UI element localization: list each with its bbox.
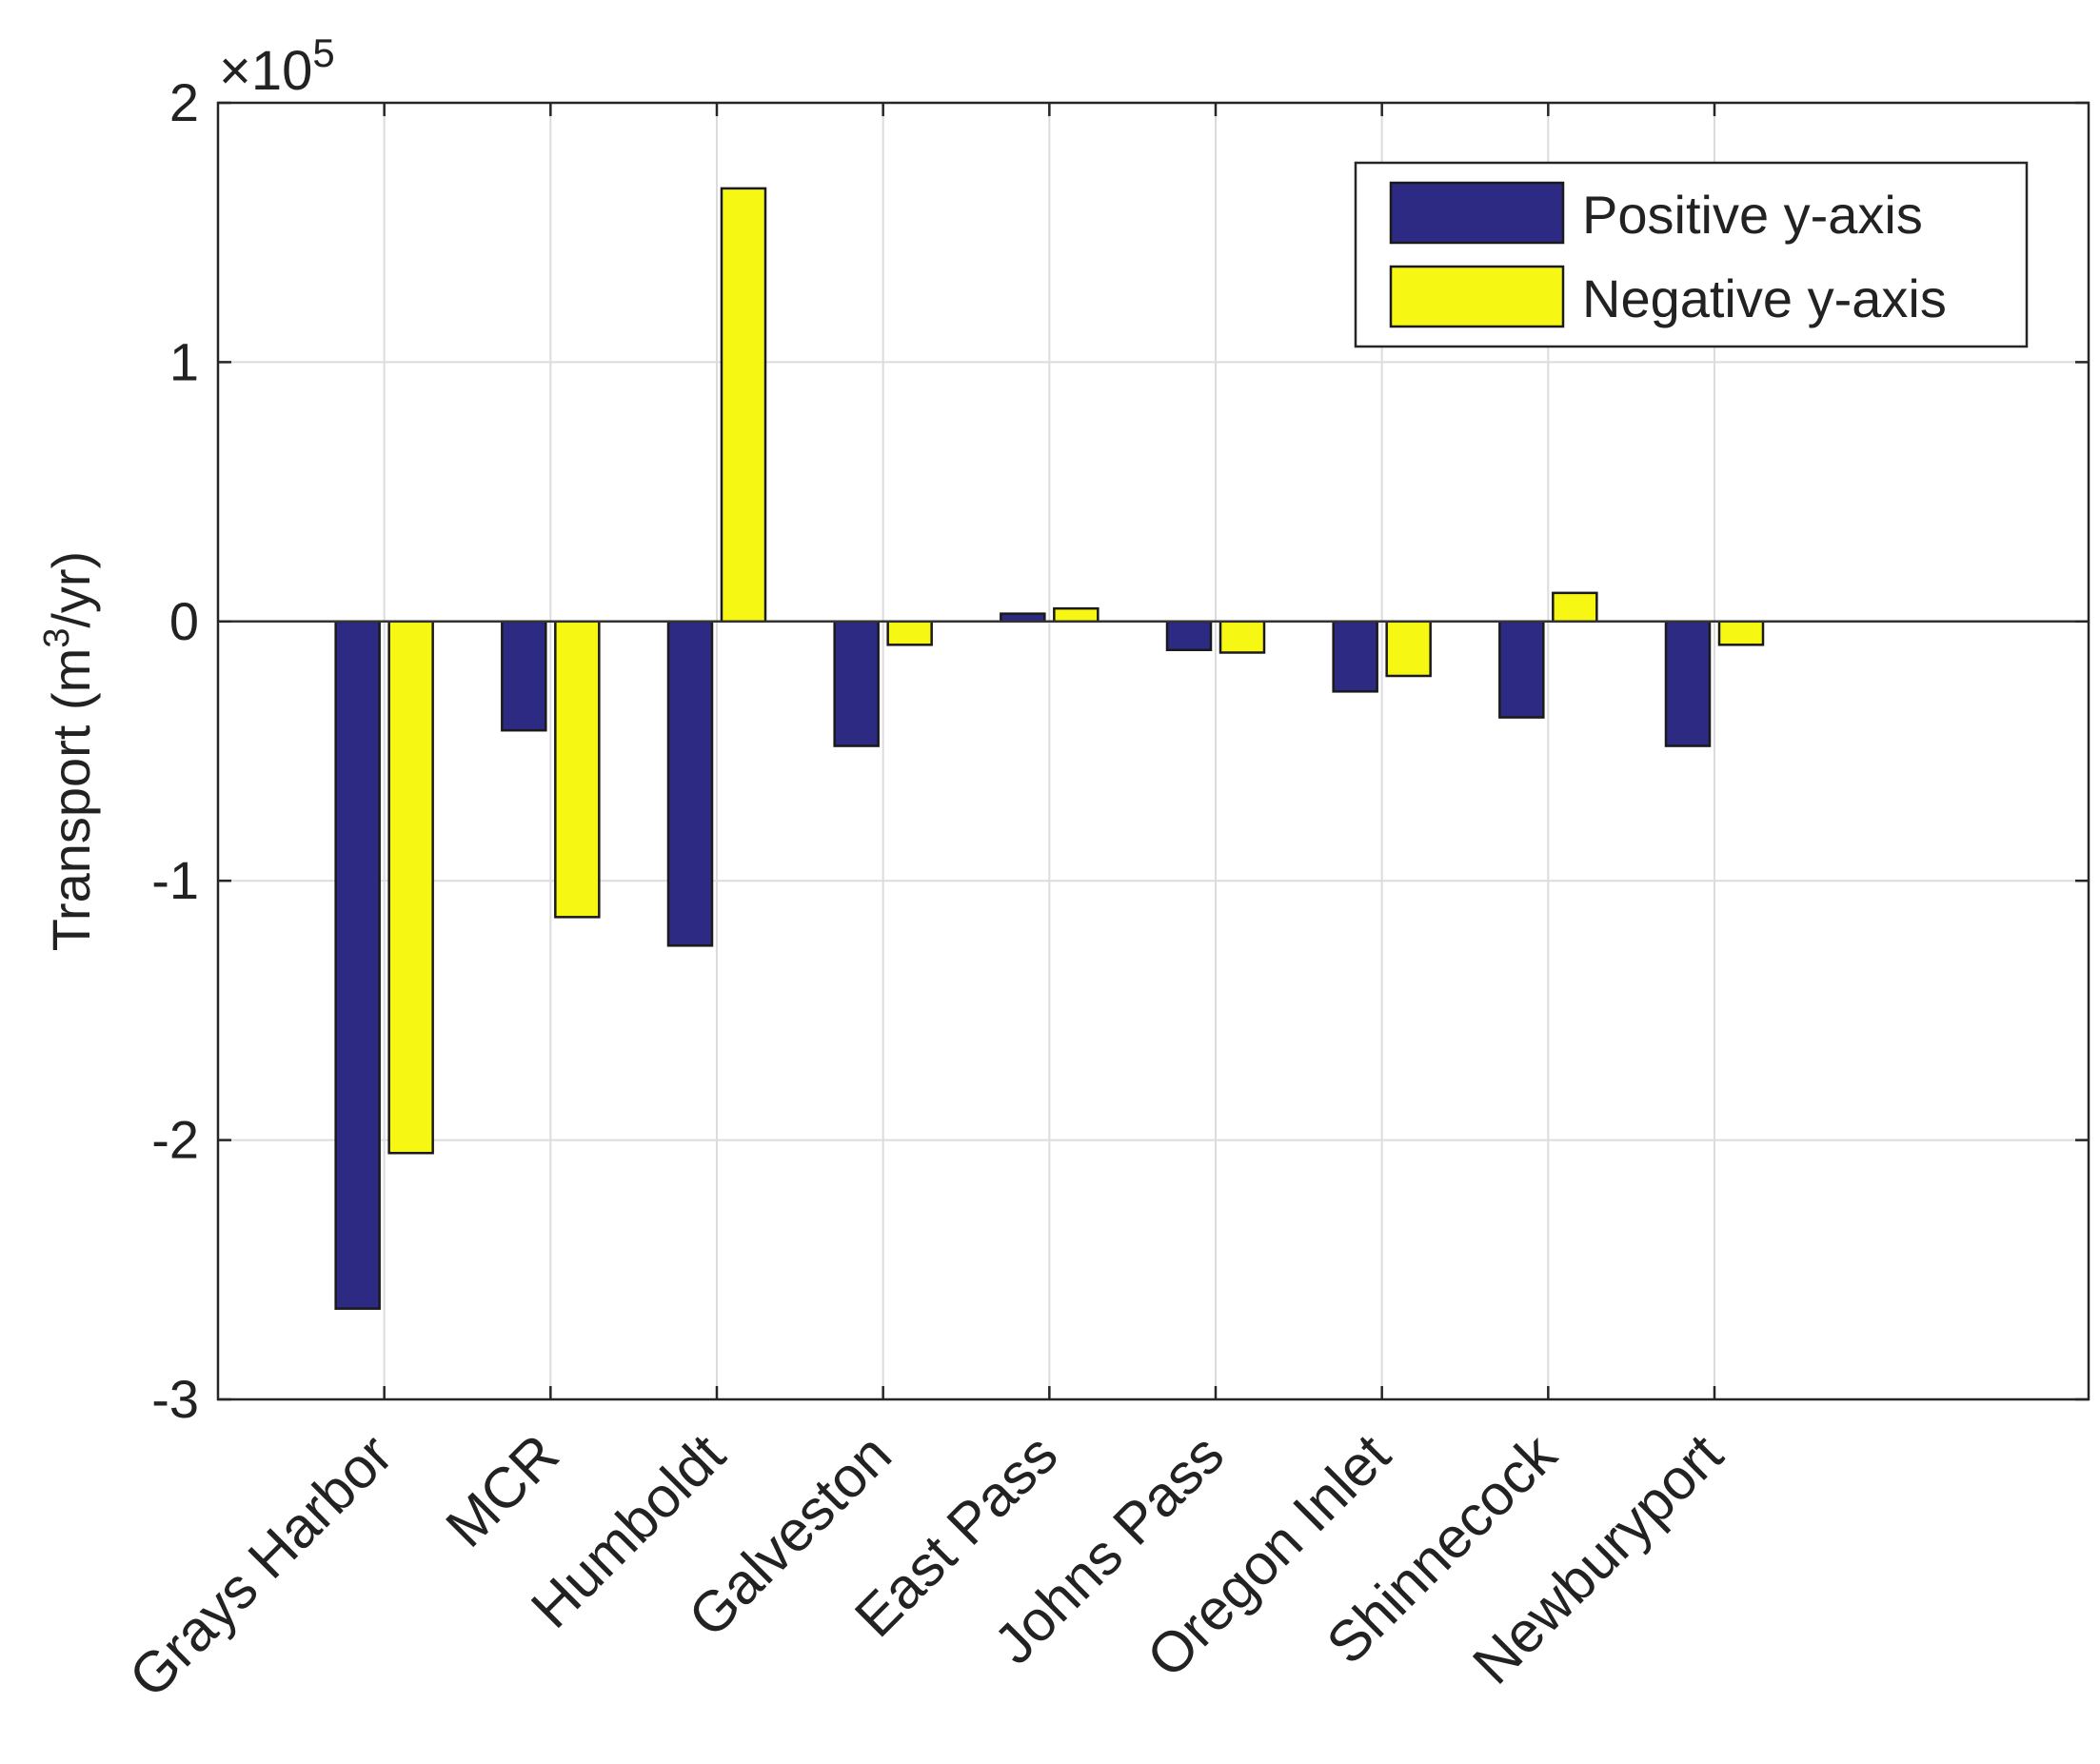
bar-positive-1 xyxy=(501,620,547,732)
x-tick-label: Grays Harbor xyxy=(117,1422,405,1710)
y-axis-ticks: 2 1 0 -1 -2 -3 xyxy=(151,72,2089,1429)
y-axis-label: Transport (m3/yr) xyxy=(37,551,101,951)
y-tick-label: 0 xyxy=(169,591,199,651)
exponent-base: ×10 xyxy=(219,40,312,102)
bar-negative-3 xyxy=(886,620,933,646)
bar-positive-8 xyxy=(1664,620,1712,747)
y-axis-label-tail: /yr) xyxy=(41,551,101,628)
legend-label-positive: Positive y-axis xyxy=(1582,185,1923,245)
bar-negative-2 xyxy=(720,187,767,624)
y-tick-label: -3 xyxy=(151,1369,199,1429)
bar-negative-8 xyxy=(1717,620,1765,646)
legend-swatch-positive xyxy=(1389,181,1565,245)
bar-negative-6 xyxy=(1385,620,1432,678)
bars xyxy=(334,187,1765,1310)
legend-swatch-negative xyxy=(1389,265,1565,328)
legend: Positive y-axis Negative y-axis xyxy=(1354,161,2029,348)
exponent-power: 5 xyxy=(312,30,334,75)
y-axis-label-superscript: 3 xyxy=(37,628,77,648)
y-axis-label-main: Transport (m xyxy=(41,648,101,951)
y-axis-exponent: ×105 xyxy=(219,30,335,102)
legend-label-negative: Negative y-axis xyxy=(1582,268,1947,328)
y-tick-label: -2 xyxy=(151,1110,199,1170)
bar-negative-4 xyxy=(1053,606,1100,624)
bar-negative-0 xyxy=(387,620,434,1155)
plot-frame xyxy=(216,101,2090,1401)
bar-positive-5 xyxy=(1165,620,1213,652)
bar-negative-7 xyxy=(1552,591,1598,624)
bar-negative-5 xyxy=(1218,620,1266,654)
bar-positive-0 xyxy=(334,620,381,1310)
bar-positive-3 xyxy=(833,620,880,747)
y-tick-label: 1 xyxy=(169,331,199,391)
y-tick-label: 2 xyxy=(169,72,199,132)
bar-positive-6 xyxy=(1332,620,1378,693)
y-tick-label: -1 xyxy=(151,850,199,910)
x-tick-label: MCR xyxy=(434,1422,571,1559)
bar-positive-7 xyxy=(1498,620,1545,719)
bar-positive-2 xyxy=(666,620,714,947)
bar-negative-1 xyxy=(554,620,601,919)
